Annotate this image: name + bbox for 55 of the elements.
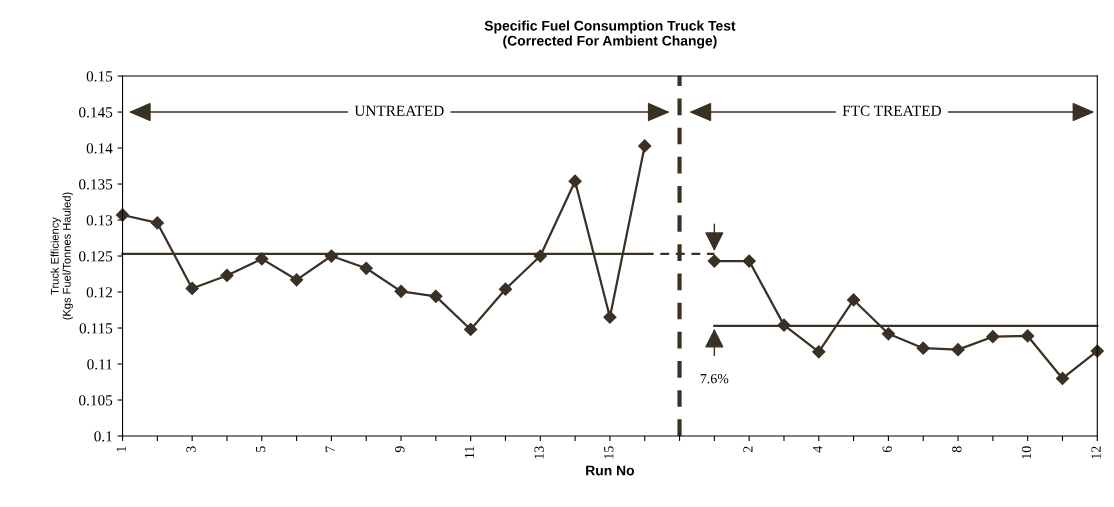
point [1021,329,1035,343]
x-tick-label: 3 [186,446,196,453]
x-tick-label: 15 [604,446,614,459]
point [220,268,234,283]
point [812,345,826,359]
x-tick-label: 13 [534,446,544,459]
x-tick-label: 12 [1091,446,1101,459]
point [986,330,1000,344]
y-tick-label: 0.13 [86,215,113,226]
point [429,289,443,303]
y-tick-label: 0.11 [87,359,112,370]
y-tick-label: 0.12 [86,287,112,298]
point [150,216,164,230]
point [847,293,861,307]
point [638,139,652,153]
point [1090,344,1104,358]
y-tick-label: 0.105 [79,395,113,406]
y-tick-label: 0.1 [94,431,112,442]
y-axis-title: Truck Efficiency (Kgs Fuel/Tonnes Hauled) [50,192,73,320]
point [707,254,721,268]
annotation: 7.6% [700,373,729,384]
x-tick-label: 7 [325,446,335,452]
point [881,327,896,341]
point [290,273,304,287]
y-tick-label: 0.125 [79,251,113,262]
point [185,281,199,296]
y-tick-label: 0.14 [86,143,113,154]
x-tick-label: 10 [1021,446,1032,459]
point [115,208,130,222]
point [498,282,513,296]
point [1055,371,1070,386]
x-tick-label: 4 [812,445,823,453]
x-tick-label: 5 [256,446,266,452]
y-tick-label: 0.145 [79,107,113,118]
x-tick-label: 6 [882,446,892,453]
x-tick-label: 9 [395,446,405,453]
x-tick-label: 2 [743,446,753,453]
annotation: UNTREATED [354,105,444,116]
x-axis-title: Run No [586,465,635,476]
y-tick-label: 0.135 [79,179,113,190]
point [951,343,965,357]
annotation: FTC TREATED [842,105,942,116]
point [464,322,478,337]
point [394,284,408,298]
point [603,310,617,324]
x-tick-label: 1 [116,446,126,452]
chart-title: Specific Fuel Consumption Truck Test (Corrected For Ambient Change) [484,20,736,49]
point [359,261,373,275]
y-tick-label: 0.115 [79,323,113,334]
x-tick-label: 8 [952,446,962,453]
point [742,254,756,268]
point [916,341,930,355]
point [568,174,582,188]
y-tick-label: 0.15 [86,71,113,82]
x-tick-label: 11 [464,446,474,458]
